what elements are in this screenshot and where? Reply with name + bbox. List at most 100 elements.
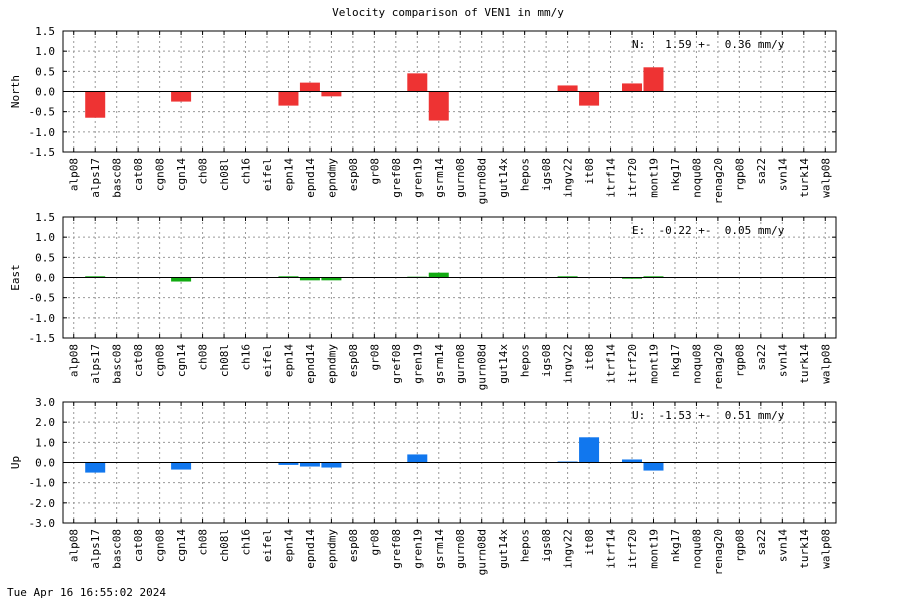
- bar-ingv22: [557, 461, 578, 463]
- bar-cgn14: [171, 277, 192, 282]
- y-tick-label: 0.5: [35, 251, 55, 264]
- category-label: gren19: [411, 158, 424, 198]
- y-tick-label: -1.5: [29, 146, 56, 159]
- y-tick-label: -1.0: [29, 312, 56, 325]
- category-label: ch16: [240, 344, 253, 371]
- category-label: sa22: [755, 529, 768, 556]
- category-label: ch08l: [218, 158, 231, 191]
- category-label: noqu08: [690, 529, 703, 569]
- category-label: cgn08: [154, 158, 167, 191]
- category-label: walp08: [819, 344, 832, 384]
- category-label: noqu08: [690, 158, 703, 198]
- category-label: ingv22: [562, 344, 575, 384]
- category-label: walp08: [819, 529, 832, 569]
- category-label: gurn08d: [476, 529, 489, 575]
- bar-cgn14: [171, 462, 192, 470]
- category-label: ch16: [240, 158, 253, 185]
- category-label: gurn08: [454, 529, 467, 569]
- category-label: gren19: [411, 344, 424, 384]
- y-tick-label: -0.5: [29, 292, 56, 305]
- bar-epnd14: [299, 277, 320, 281]
- category-label: nkg17: [669, 344, 682, 377]
- category-label: svn14: [776, 158, 789, 191]
- category-label: itrf20: [626, 529, 639, 569]
- y-tick-label: -3.0: [29, 517, 56, 530]
- category-label: gref08: [390, 529, 403, 569]
- bar-epndmy: [321, 91, 342, 97]
- y-tick-label: 1.0: [35, 231, 55, 244]
- bar-epndmy: [321, 277, 342, 281]
- y-tick-label: 1.5: [35, 25, 55, 38]
- y-tick-label: 0.0: [35, 272, 55, 285]
- bar-ingv22: [557, 85, 578, 92]
- y-tick-label: 1.0: [35, 45, 55, 58]
- y-axis-label: North: [9, 75, 22, 108]
- category-label: alp08: [68, 344, 81, 377]
- category-label: ch16: [240, 529, 253, 556]
- bar-mont19: [643, 67, 664, 92]
- category-label: itrf20: [626, 344, 639, 384]
- category-label: basc08: [111, 344, 124, 384]
- velocity-annotation: N: 1.59 +- 0.36 mm/y: [632, 38, 785, 51]
- category-label: sa22: [755, 158, 768, 185]
- panel-up: 3.0 2.0 1.0 0.0 -1.0 -2.0 -3.0 alp08 alps17 basc0…: [9, 396, 837, 575]
- category-label: renag20: [712, 158, 725, 204]
- y-tick-label: 0.0: [35, 457, 55, 470]
- category-label: gurn08: [454, 158, 467, 198]
- panel-north: 1.5 1.0 0.5 0.0 -0.5 -1.0 -1.5 alp08 alps17 basc0…: [9, 25, 837, 204]
- category-label: igs08: [540, 158, 553, 191]
- y-tick-label: 0.5: [35, 65, 55, 78]
- bar-epn14: [278, 462, 299, 465]
- bar-epnd14: [299, 82, 320, 92]
- category-label: rgp08: [733, 158, 746, 191]
- category-label: nkg17: [669, 158, 682, 191]
- bar-epn14: [278, 276, 299, 278]
- bar-alps17: [85, 91, 106, 118]
- plot-frame: [62, 30, 837, 153]
- category-label: cat08: [132, 529, 145, 562]
- category-label: ingv22: [562, 158, 575, 198]
- category-label: mont19: [647, 344, 660, 384]
- category-label: igs08: [540, 344, 553, 377]
- category-label: cgn14: [175, 158, 188, 191]
- plot-frame: [62, 401, 837, 524]
- category-label: gut14x: [497, 344, 510, 384]
- category-label: eifel: [261, 158, 274, 191]
- bar-itrf20: [622, 277, 643, 279]
- bar-gren19: [407, 454, 428, 463]
- category-label: svn14: [776, 529, 789, 562]
- category-label: svn14: [776, 344, 789, 377]
- category-label: epnd14: [304, 529, 317, 569]
- category-label: esp08: [347, 344, 360, 377]
- category-label: epnd14: [304, 158, 317, 198]
- category-label: cgn14: [175, 344, 188, 377]
- category-label: turk14: [798, 344, 811, 384]
- category-label: alps17: [89, 158, 102, 198]
- category-label: cat08: [132, 344, 145, 377]
- category-label: sa22: [755, 344, 768, 371]
- bar-cgn14: [171, 91, 192, 102]
- bar-epnd14: [299, 462, 320, 467]
- category-label: noqu08: [690, 344, 703, 384]
- y-tick-label: -1.0: [29, 477, 56, 490]
- category-label: gref08: [390, 158, 403, 198]
- plot-frame: [62, 216, 837, 339]
- category-label: epn14: [282, 158, 295, 191]
- category-label: turk14: [798, 529, 811, 569]
- category-label: cgn08: [154, 344, 167, 377]
- category-label: eifel: [261, 529, 274, 562]
- category-label: alp08: [68, 529, 81, 562]
- y-tick-label: 0.0: [35, 86, 55, 99]
- category-label: alp08: [68, 158, 81, 191]
- category-label: gr08: [368, 344, 381, 371]
- bar-alps17: [85, 462, 106, 473]
- category-label: rgp08: [733, 529, 746, 562]
- category-label: gurn08: [454, 344, 467, 384]
- category-label: esp08: [347, 529, 360, 562]
- bar-it08: [579, 437, 600, 463]
- category-label: alps17: [89, 529, 102, 569]
- y-tick-label: 1.0: [35, 436, 55, 449]
- category-label: alps17: [89, 344, 102, 384]
- category-label: nkg17: [669, 529, 682, 562]
